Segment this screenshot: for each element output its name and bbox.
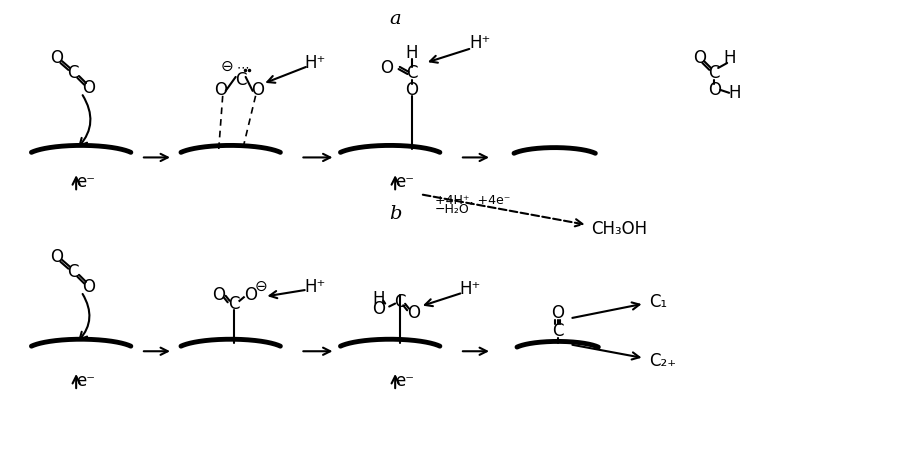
Text: H: H [723, 49, 735, 67]
Text: O: O [372, 299, 384, 318]
Text: C: C [394, 292, 406, 311]
Text: H: H [729, 84, 742, 102]
Text: O: O [707, 81, 721, 99]
Text: O: O [380, 59, 392, 77]
Text: C: C [235, 71, 247, 89]
Text: e⁻: e⁻ [76, 173, 94, 191]
Text: e⁻: e⁻ [394, 372, 414, 390]
Text: +4H⁺, +4e⁻: +4H⁺, +4e⁻ [435, 194, 510, 207]
Text: H⁺: H⁺ [459, 280, 481, 298]
Text: C: C [228, 295, 239, 313]
Text: C: C [407, 64, 418, 82]
Text: O: O [214, 81, 227, 99]
Text: H⁺: H⁺ [305, 278, 326, 296]
Text: O: O [83, 79, 95, 97]
Text: H: H [406, 44, 419, 62]
Text: ⊖: ⊖ [220, 58, 233, 74]
Text: O: O [50, 49, 63, 67]
Text: C: C [68, 64, 79, 82]
Text: O: O [408, 304, 420, 323]
Text: C₁: C₁ [650, 292, 668, 311]
Text: b: b [389, 205, 401, 223]
Text: O: O [551, 304, 564, 323]
Text: O: O [83, 278, 95, 296]
Text: H⁺: H⁺ [305, 54, 326, 72]
Text: e⁻: e⁻ [76, 372, 94, 390]
Text: ⋯: ⋯ [237, 62, 249, 74]
Text: C: C [68, 263, 79, 281]
Text: C: C [708, 64, 720, 82]
Text: O: O [693, 49, 706, 67]
Text: O: O [251, 81, 264, 99]
Text: C₂₊: C₂₊ [650, 352, 677, 370]
Text: H⁺: H⁺ [469, 34, 491, 52]
Text: e⁻: e⁻ [394, 173, 414, 191]
Text: O: O [244, 286, 257, 303]
Text: −H₂O: −H₂O [435, 202, 470, 216]
Text: H: H [372, 290, 384, 308]
Text: a: a [390, 10, 401, 28]
Text: O: O [212, 286, 225, 303]
Text: O: O [406, 81, 419, 99]
Text: CH₃OH: CH₃OH [591, 220, 648, 238]
Text: ⊖: ⊖ [254, 279, 267, 294]
Text: C: C [552, 322, 563, 340]
Text: O: O [50, 248, 63, 266]
